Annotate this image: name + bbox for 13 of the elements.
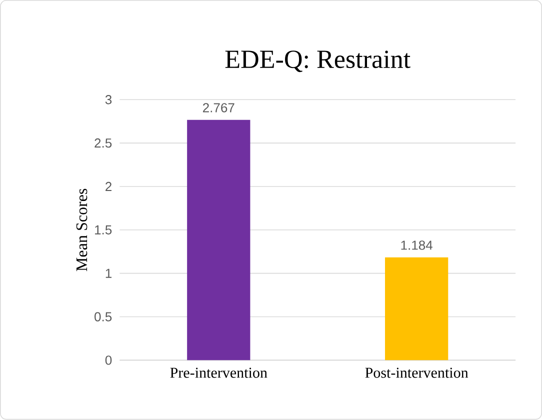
data-label: 2.767 — [202, 103, 234, 112]
y-axis-title: Mean Scores — [76, 188, 88, 272]
y-tick-label: 0 — [105, 356, 112, 365]
y-tick-label: 2.5 — [94, 138, 112, 148]
y-tick-label: 1 — [106, 268, 112, 278]
y-tick-label: 3 — [105, 95, 112, 104]
y-tick-label: 0.5 — [94, 312, 112, 322]
chart-title: EDE-Q: Restraint — [225, 50, 410, 72]
y-tick-label: 1.5 — [95, 226, 112, 235]
data-label: 1.184 — [401, 240, 432, 250]
x-tick-label: Pre-intervention — [170, 368, 268, 378]
x-tick-label: Post-intervention — [365, 368, 468, 378]
y-tick-label: 2 — [106, 182, 112, 192]
